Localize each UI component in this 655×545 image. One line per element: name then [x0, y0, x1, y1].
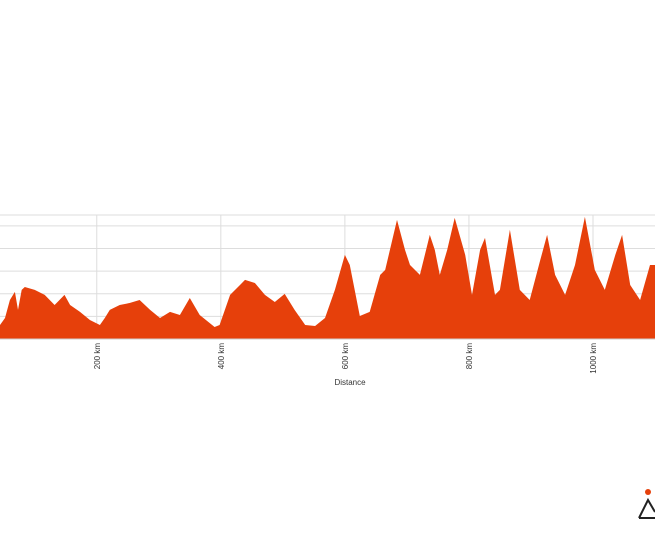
x-tick-label: 800 km — [465, 343, 474, 370]
x-axis-label: Distance — [334, 378, 366, 387]
elevation-area — [0, 216, 655, 339]
x-tick-label: 400 km — [217, 343, 226, 370]
x-tick-label: 600 km — [341, 343, 350, 370]
logo — [638, 489, 655, 519]
x-tick-label: 200 km — [93, 343, 102, 370]
x-tick-label: 1000 km — [589, 343, 598, 374]
